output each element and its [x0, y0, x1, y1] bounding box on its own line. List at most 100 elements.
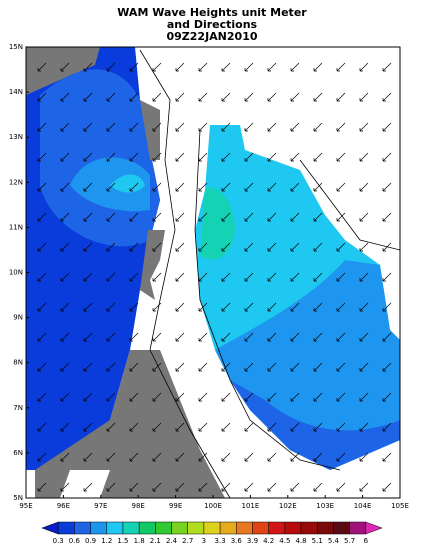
arrow: [313, 302, 323, 312]
arrow: [106, 182, 116, 192]
colorbar-label: 4.8: [295, 537, 306, 545]
arrow: [175, 362, 185, 372]
arrow: [221, 392, 231, 402]
arrow: [290, 392, 300, 402]
arrow: [175, 452, 185, 462]
lon-label: 102E: [279, 502, 297, 510]
arrow: [106, 92, 116, 102]
arrow: [382, 62, 392, 72]
arrow: [37, 362, 47, 372]
arrow: [313, 122, 323, 132]
arrow: [83, 92, 93, 102]
arrow: [198, 362, 208, 372]
arrow: [198, 452, 208, 462]
arrow: [221, 482, 231, 492]
land-grey: [140, 100, 165, 300]
colorbar-swatch: [171, 521, 188, 535]
arrow: [382, 242, 392, 252]
arrow: [152, 422, 162, 432]
direction-arrows: [37, 62, 392, 492]
arrow: [152, 92, 162, 102]
arrow: [60, 242, 70, 252]
lon-label: 95E: [19, 502, 32, 510]
arrow: [336, 302, 346, 312]
arrow: [336, 242, 346, 252]
colorbar-swatch: [155, 521, 172, 535]
colorbar-label: 2.1: [150, 537, 161, 545]
arrow: [152, 362, 162, 372]
arrow: [359, 332, 369, 342]
arrow: [37, 302, 47, 312]
colorbar-swatch: [122, 521, 140, 535]
arrow: [152, 392, 162, 402]
arrow: [359, 62, 369, 72]
arrow: [221, 182, 231, 192]
arrow: [198, 242, 208, 252]
arrow: [83, 272, 93, 282]
arrow: [175, 212, 185, 222]
sea-zone: [230, 380, 400, 470]
colorbar-label: 3: [202, 537, 206, 545]
arrow: [198, 272, 208, 282]
arrow: [152, 272, 162, 282]
arrow: [336, 422, 346, 432]
arrow: [60, 182, 70, 192]
colorbar-swatch: [316, 521, 334, 535]
arrow: [152, 152, 162, 162]
arrow: [267, 62, 277, 72]
arrow: [267, 212, 277, 222]
arrow: [152, 122, 162, 132]
arrow: [60, 422, 70, 432]
colorbar-swatch: [284, 521, 302, 535]
arrow: [152, 212, 162, 222]
arrow: [198, 122, 208, 132]
arrow: [37, 242, 47, 252]
colorbar-label: 0.6: [69, 537, 81, 545]
arrow: [313, 482, 323, 492]
arrow: [290, 332, 300, 342]
arrow: [359, 182, 369, 192]
arrow: [290, 482, 300, 492]
lat-label: 11N: [9, 223, 23, 231]
arrow: [244, 302, 254, 312]
arrow: [313, 182, 323, 192]
arrow: [129, 122, 139, 132]
arrow: [106, 302, 116, 312]
arrow: [37, 482, 47, 492]
arrow: [313, 272, 323, 282]
arrow: [359, 302, 369, 312]
arrow: [382, 332, 392, 342]
title-line: 09Z22JAN2010: [166, 30, 257, 43]
arrow: [60, 482, 70, 492]
arrow: [336, 212, 346, 222]
arrow: [313, 362, 323, 372]
lat-label: 6N: [13, 449, 23, 457]
arrow: [175, 122, 185, 132]
arrow: [37, 452, 47, 462]
colorbar-swatch: [187, 521, 205, 535]
arrow: [83, 152, 93, 162]
arrow: [129, 362, 139, 372]
arrow: [129, 302, 139, 312]
arrow: [175, 92, 185, 102]
arrow: [267, 452, 277, 462]
arrow: [106, 62, 116, 72]
arrow: [60, 302, 70, 312]
arrow: [336, 92, 346, 102]
arrow: [106, 272, 116, 282]
arrow: [37, 92, 47, 102]
arrow: [359, 152, 369, 162]
arrow: [198, 422, 208, 432]
colorbar-swatch: [90, 521, 108, 535]
arrow: [267, 332, 277, 342]
arrow: [267, 302, 277, 312]
lon-label: 103E: [316, 502, 334, 510]
coastline: [139, 49, 401, 499]
lat-label: 14N: [9, 88, 23, 96]
arrow: [267, 422, 277, 432]
arrow: [382, 182, 392, 192]
colorbar-swatch: [300, 521, 318, 535]
lat-axis: 15N 14N 13N 12N 11N 10N 9N 8N 7N 6N 5N: [9, 43, 29, 502]
arrow: [198, 152, 208, 162]
